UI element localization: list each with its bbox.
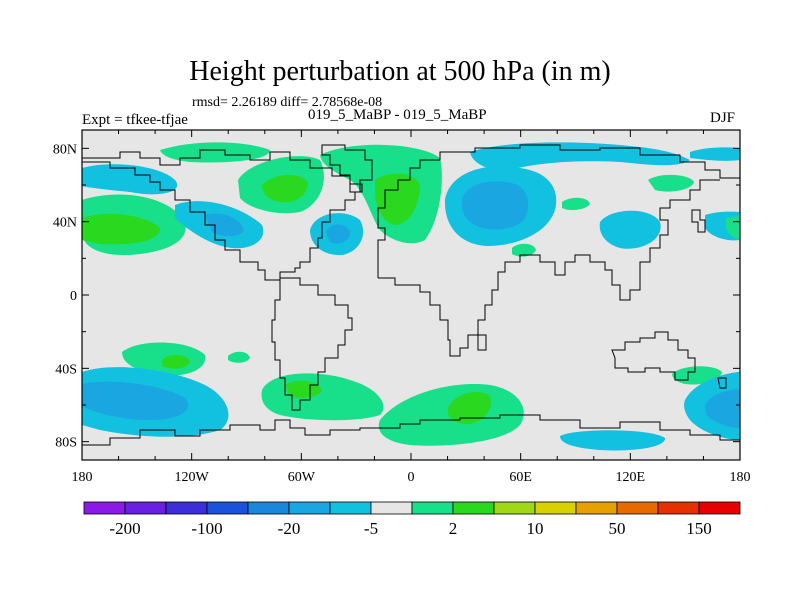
contour-sky-south-pacific <box>82 381 189 420</box>
colorbar-label: 10 <box>527 519 544 538</box>
lat-tick-label: 40S <box>55 362 77 377</box>
contour-sky-south-pacific-east <box>705 389 740 428</box>
coastline-new-zealand <box>717 377 727 389</box>
axis-ticks <box>81 130 741 460</box>
coastline-south-america <box>271 277 353 411</box>
experiment-label: Expt = tfkee-tfjae <box>82 112 188 128</box>
colorbar-swatch <box>206 501 249 515</box>
colorbar-swatch <box>616 501 659 515</box>
lon-tick-label: 120W <box>175 470 210 485</box>
contour-green-india <box>512 243 536 257</box>
colorbar-swatch <box>698 501 741 515</box>
coastline-antarctica <box>82 414 740 446</box>
coastline-madagascar <box>477 334 487 351</box>
coastlines <box>82 144 740 446</box>
colorbar-swatch <box>124 501 167 515</box>
colorbar-swatch <box>329 501 372 515</box>
colorbar-swatch <box>657 501 700 515</box>
contour-cyan-west-pacific <box>599 210 661 249</box>
coastline-greenland <box>321 144 373 193</box>
lon-tick-label: 180 <box>730 470 751 485</box>
colorbar-swatch <box>452 501 495 515</box>
colorbar-label: 50 <box>609 519 626 538</box>
contour-cyan-arctic <box>470 142 690 171</box>
contour-green-asia-east <box>648 174 694 192</box>
lon-tick-label: 60E <box>509 470 532 485</box>
lon-tick-label: 0 <box>408 470 415 485</box>
lat-tick-label: 80S <box>55 436 77 451</box>
contour-green-north-america <box>160 142 270 163</box>
colorbar-swatch <box>247 501 290 515</box>
lat-tick-label: 0 <box>70 289 77 304</box>
contour-sky-siberia <box>461 181 529 230</box>
colorbar-swatch <box>493 501 536 515</box>
contour-cyan-south-indian <box>560 430 666 451</box>
colorbar-label: -200 <box>109 519 140 538</box>
colorbar-label: -5 <box>364 519 378 538</box>
contour-green-asia-small <box>562 197 590 211</box>
coastline-north-america <box>82 149 363 281</box>
colorbar-label: -100 <box>191 519 222 538</box>
colorbar <box>83 501 741 515</box>
contour-brightgreen-north-pacific <box>82 213 160 245</box>
lon-tick-label: 120E <box>616 470 646 485</box>
lat-tick-label: 40N <box>53 216 77 231</box>
colorbar-swatch <box>575 501 618 515</box>
colorbar-swatch <box>288 501 331 515</box>
stats-text: rmsd= 2.26189 diff= 2.78568e-08 <box>192 95 383 110</box>
coastline-australia <box>611 331 696 381</box>
coastline-africa <box>378 179 720 357</box>
colorbar-label: 150 <box>686 519 712 538</box>
contour-brightgreen-europe <box>375 173 420 226</box>
contour-green-small-south <box>228 351 250 363</box>
coastline-japan <box>691 209 706 233</box>
contour-brightgreen-north-atlantic <box>262 174 308 203</box>
colorbar-label: 2 <box>449 519 458 538</box>
contour-field <box>82 130 740 460</box>
colorbar-swatch <box>370 501 413 515</box>
contour-sky-atlantic-low <box>326 224 350 244</box>
colorbar-label: -20 <box>278 519 301 538</box>
season-label: DJF <box>710 110 736 126</box>
colorbar-labels: -200 -100 -20 -5 2 10 50 150 <box>109 519 711 538</box>
colorbar-swatch <box>83 501 126 515</box>
coastline-africa-eurasia <box>377 144 740 278</box>
lon-tick-label: 180 <box>72 470 93 485</box>
colorbar-swatch <box>165 501 208 515</box>
colorbar-swatch <box>534 501 577 515</box>
comparison-label: 019_5_MaBP - 019_5_MaBP <box>308 107 487 123</box>
contour-brightgreen-south-atlantic <box>447 392 491 424</box>
lon-tick-label: 60W <box>288 470 316 485</box>
contour-cyan-alaska <box>690 147 740 161</box>
contour-cyan-north-pacific <box>82 164 178 195</box>
map-title: Height perturbation at 500 hPa (in m) <box>189 56 611 87</box>
contour-brightgreen-south-pacific-west <box>162 354 190 369</box>
colorbar-swatch <box>411 501 454 515</box>
lat-tick-label: 80N <box>53 142 77 157</box>
axis-tick-labels: 80N 40N 0 40S 80S 180 120W 60W 0 60E 120E 180 <box>53 142 751 485</box>
